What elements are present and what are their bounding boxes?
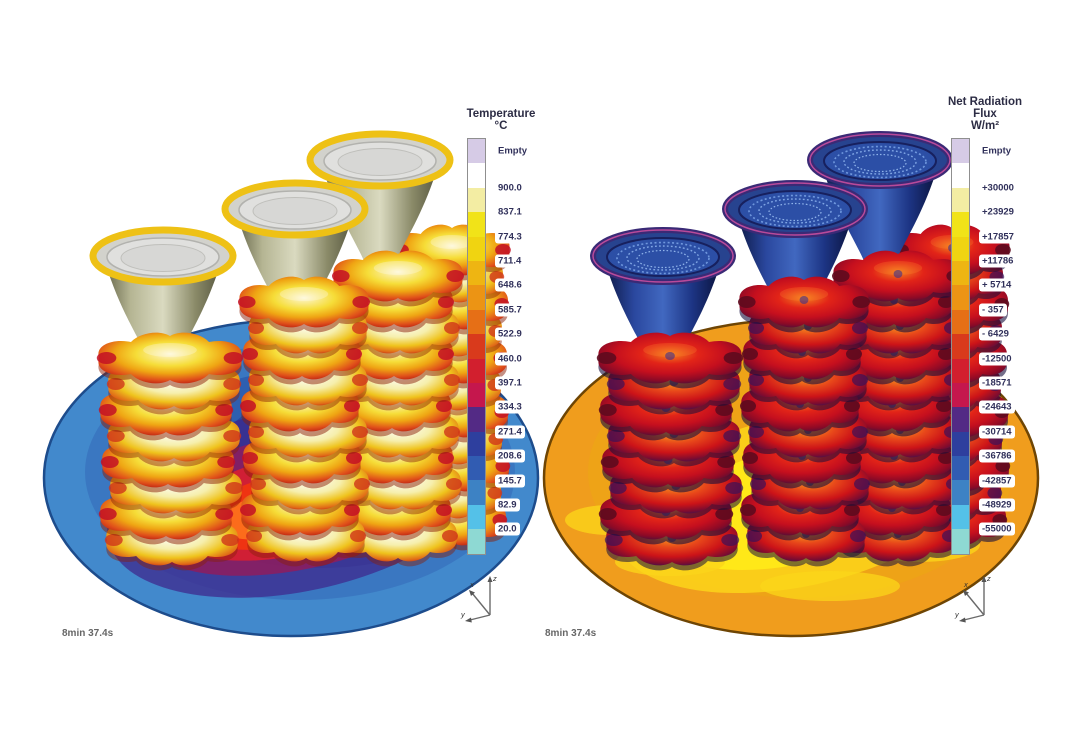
axis-x-label: x xyxy=(963,580,968,589)
colorbar-tick-label: 82.9 xyxy=(495,498,520,512)
colorbar-empty-label: Empty xyxy=(979,144,1015,158)
colorbar-segment xyxy=(952,285,969,310)
colorbar-tick-label: +17857 xyxy=(979,230,1017,244)
colorbar-tick-label: -36786 xyxy=(979,449,1015,463)
colorbar-segment xyxy=(952,187,969,213)
colorbar-tick-label: 522.9 xyxy=(495,327,525,341)
colorbar-segment xyxy=(468,334,485,359)
colorbar-tick-label: 397.1 xyxy=(495,376,525,390)
colorbar-tick-label: + 5714 xyxy=(979,278,1015,292)
casting-tower-left xyxy=(596,332,744,571)
axis-triad: z x y xyxy=(460,574,497,623)
colorbar-tick-label: 648.6 xyxy=(495,278,525,292)
colorbar-segment xyxy=(468,480,485,505)
colorbar-tick-label: 774.3 xyxy=(495,230,525,244)
colorbar-title-line: Flux xyxy=(973,108,997,120)
axis-z-label: z xyxy=(492,574,497,583)
colorbar-title-line: W/m² xyxy=(970,120,1000,132)
colorbar-tick-label: 145.7 xyxy=(495,474,525,488)
colorbar-segment xyxy=(468,236,485,261)
colorbar-segment xyxy=(468,504,485,530)
colorbar-tick-label: 20.0 xyxy=(495,522,520,536)
colorbar-segment xyxy=(952,431,969,457)
colorbar-segment xyxy=(952,212,969,237)
colorbar-tick-label: 334.3 xyxy=(495,400,525,414)
net-radiation-colorbar-labels: Empty +30000 +23929 +17857 +11786 + 5714 - 357… xyxy=(979,139,1029,555)
colorbar-tick-label: -30714 xyxy=(979,425,1015,439)
colorbar-segment xyxy=(952,456,969,481)
colorbar-tick-label: 585.7 xyxy=(495,303,525,317)
axis-triad: z x y xyxy=(954,574,991,623)
temperature-scene-render xyxy=(42,0,540,638)
colorbar-segment xyxy=(468,260,485,286)
colorbar-segment xyxy=(468,382,485,408)
colorbar-title-line: °C xyxy=(494,120,508,132)
axis-y-label: y xyxy=(460,610,466,619)
colorbar-segment xyxy=(952,260,969,286)
colorbar-segment xyxy=(468,187,485,213)
colorbar-segment xyxy=(952,358,969,383)
colorbar-segment xyxy=(952,309,969,335)
colorbar-segment xyxy=(952,480,969,505)
colorbar-segment xyxy=(952,407,969,432)
colorbar-segment xyxy=(468,456,485,481)
casting-tower-middle xyxy=(238,276,370,567)
colorbar-segment xyxy=(468,285,485,310)
colorbar-tick-label: -18571 xyxy=(979,376,1015,390)
colorbar-empty-label: Empty xyxy=(495,144,531,158)
colorbar-segment xyxy=(952,504,969,530)
colorbar-segment xyxy=(468,529,485,554)
colorbar-segment xyxy=(468,163,485,188)
colorbar-segment xyxy=(952,529,969,554)
colorbar-tick-label: +30000 xyxy=(979,181,1017,195)
colorbar-segment xyxy=(468,309,485,335)
colorbar-segment xyxy=(952,163,969,188)
colorbar-segment xyxy=(468,431,485,457)
colorbar-title-line: Temperature xyxy=(466,108,536,120)
colorbar-tick-label: -48929 xyxy=(979,498,1015,512)
colorbar-tick-label: -24643 xyxy=(979,400,1015,414)
colorbar-segment xyxy=(468,407,485,432)
colorbar-segment xyxy=(468,139,485,164)
colorbar-tick-label: +11786 xyxy=(979,254,1017,268)
simulation-time-right: 8min 37.4s xyxy=(545,628,597,639)
colorbar-segment xyxy=(468,212,485,237)
temperature-colorbar-title: Temperature °C xyxy=(455,96,547,132)
colorbar-tick-label: +23929 xyxy=(979,205,1017,219)
colorbar-tick-label: - 357 xyxy=(979,303,1007,317)
axis-y-label: y xyxy=(954,610,960,619)
colorbar-tick-label: 271.4 xyxy=(495,425,525,439)
net-radiation-scene-render xyxy=(542,0,1040,638)
colorbar-tick-label: 460.0 xyxy=(495,352,525,366)
axis-x-label: x xyxy=(469,580,474,589)
colorbar-segment xyxy=(952,382,969,408)
temperature-colorbar: Temperature °C Empty 900.0 837.1 774.3 711.4… xyxy=(455,96,547,555)
axis-z-label: z xyxy=(986,574,991,583)
net-radiation-colorbar-title: Net Radiation Flux W/m² xyxy=(939,96,1031,132)
casting-tower-middle xyxy=(738,276,870,567)
net-radiation-colorbar: Net Radiation Flux W/m² Empty +30000 +2392… xyxy=(939,96,1031,555)
colorbar-tick-label: 711.4 xyxy=(495,254,525,268)
casting-tower-left xyxy=(96,332,244,571)
colorbar-tick-label: -42857 xyxy=(979,474,1015,488)
net-radiation-colorbar-scale xyxy=(951,138,970,555)
simulation-time-left: 8min 37.4s xyxy=(62,628,114,639)
colorbar-title-line: Net Radiation xyxy=(947,96,1023,108)
colorbar-tick-label: -55000 xyxy=(979,522,1015,536)
colorbar-tick-label: 900.0 xyxy=(495,181,525,195)
colorbar-segment xyxy=(952,139,969,164)
colorbar-tick-label: -12500 xyxy=(979,352,1015,366)
temperature-colorbar-scale xyxy=(467,138,486,555)
colorbar-segment xyxy=(952,334,969,359)
colorbar-segment xyxy=(952,236,969,261)
colorbar-tick-label: - 6429 xyxy=(979,327,1012,341)
colorbar-tick-label: 837.1 xyxy=(495,205,525,219)
temperature-colorbar-labels: Empty 900.0 837.1 774.3 711.4 648.6 585.7 522.9… xyxy=(495,139,545,555)
colorbar-tick-label: 208.6 xyxy=(495,449,525,463)
colorbar-segment xyxy=(468,358,485,383)
